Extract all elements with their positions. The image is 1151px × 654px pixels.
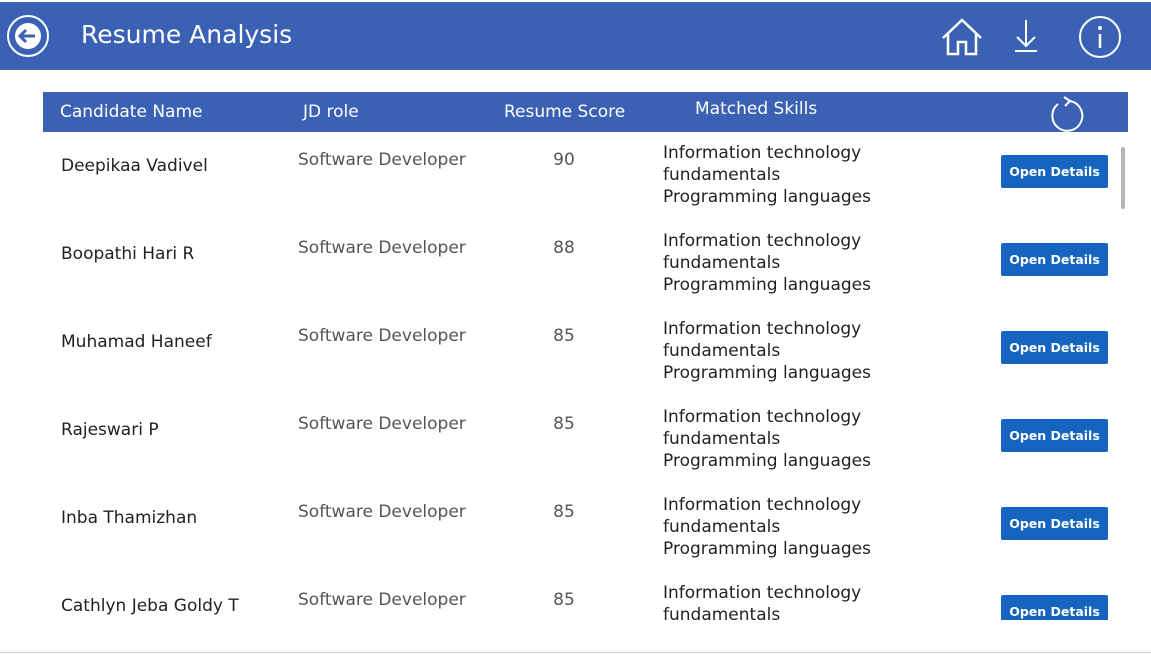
resume-score: 85 xyxy=(553,326,575,346)
candidate-name: Inba Thamizhan xyxy=(61,508,198,528)
jd-role: Software Developer xyxy=(298,150,466,170)
jd-role: Software Developer xyxy=(298,238,466,258)
table-row: Cathlyn Jeba Goldy T Software Developer 85… xyxy=(0,572,1120,620)
matched-skills: Information technology fundamentals xyxy=(663,583,862,620)
bottom-border xyxy=(0,652,1151,653)
column-header: JD role xyxy=(303,102,359,122)
resume-score: 88 xyxy=(553,238,575,258)
open-details-button[interactable]: Open Details xyxy=(1001,595,1108,620)
resume-score: 90 xyxy=(553,150,575,170)
jd-role: Software Developer xyxy=(298,326,466,346)
jd-role: Software Developer xyxy=(298,502,466,522)
info-button[interactable] xyxy=(1077,14,1123,60)
jd-role: Software Developer xyxy=(298,414,466,434)
candidate-name: Rajeswari P xyxy=(61,420,159,440)
refresh-button[interactable] xyxy=(1046,96,1086,134)
column-header: Matched Skills xyxy=(695,99,818,119)
matched-skills: Information technology fundamentals Prog… xyxy=(663,495,871,559)
table-row: Inba Thamizhan Software Developer 85 Inform… xyxy=(0,484,1120,572)
matched-skills: Information technology fundamentals Prog… xyxy=(663,143,871,207)
download-button[interactable] xyxy=(1012,18,1040,54)
scrollbar[interactable] xyxy=(1121,147,1125,209)
table-row: Boopathi Hari R Software Developer 88 Infor… xyxy=(0,220,1120,308)
matched-skills: Information technology fundamentals Prog… xyxy=(663,231,871,295)
jd-role: Software Developer xyxy=(298,590,466,610)
column-header: Candidate Name xyxy=(60,102,203,122)
open-details-button[interactable]: Open Details xyxy=(1001,155,1108,188)
home-button[interactable] xyxy=(940,16,984,58)
column-header: Resume Score xyxy=(504,102,626,122)
candidate-name: Cathlyn Jeba Goldy T xyxy=(61,596,239,616)
resume-score: 85 xyxy=(553,414,575,434)
candidate-name: Boopathi Hari R xyxy=(61,244,195,264)
page-title: Resume Analysis xyxy=(81,20,293,49)
table-header: Candidate Name JD role Resume Score Matc… xyxy=(43,92,1128,132)
back-button[interactable] xyxy=(6,14,52,60)
candidate-list: Deepikaa Vadivel Software Developer 90 Info… xyxy=(0,132,1151,620)
matched-skills: Information technology fundamentals Prog… xyxy=(663,319,871,383)
candidate-name: Muhamad Haneef xyxy=(61,332,212,352)
open-details-button[interactable]: Open Details xyxy=(1001,331,1108,364)
table-row: Rajeswari P Software Developer 85 Informati… xyxy=(0,396,1120,484)
matched-skills: Information technology fundamentals Prog… xyxy=(663,407,871,471)
candidate-name: Deepikaa Vadivel xyxy=(61,156,208,176)
table-row: Muhamad Haneef Software Developer 85 Inform… xyxy=(0,308,1120,396)
resume-score: 85 xyxy=(553,502,575,522)
resume-score: 85 xyxy=(553,590,575,610)
open-details-button[interactable]: Open Details xyxy=(1001,419,1108,452)
table-row: Deepikaa Vadivel Software Developer 90 Info… xyxy=(0,132,1120,220)
header-bar: Resume Analysis xyxy=(0,2,1151,70)
open-details-button[interactable]: Open Details xyxy=(1001,243,1108,276)
open-details-button[interactable]: Open Details xyxy=(1001,507,1108,540)
